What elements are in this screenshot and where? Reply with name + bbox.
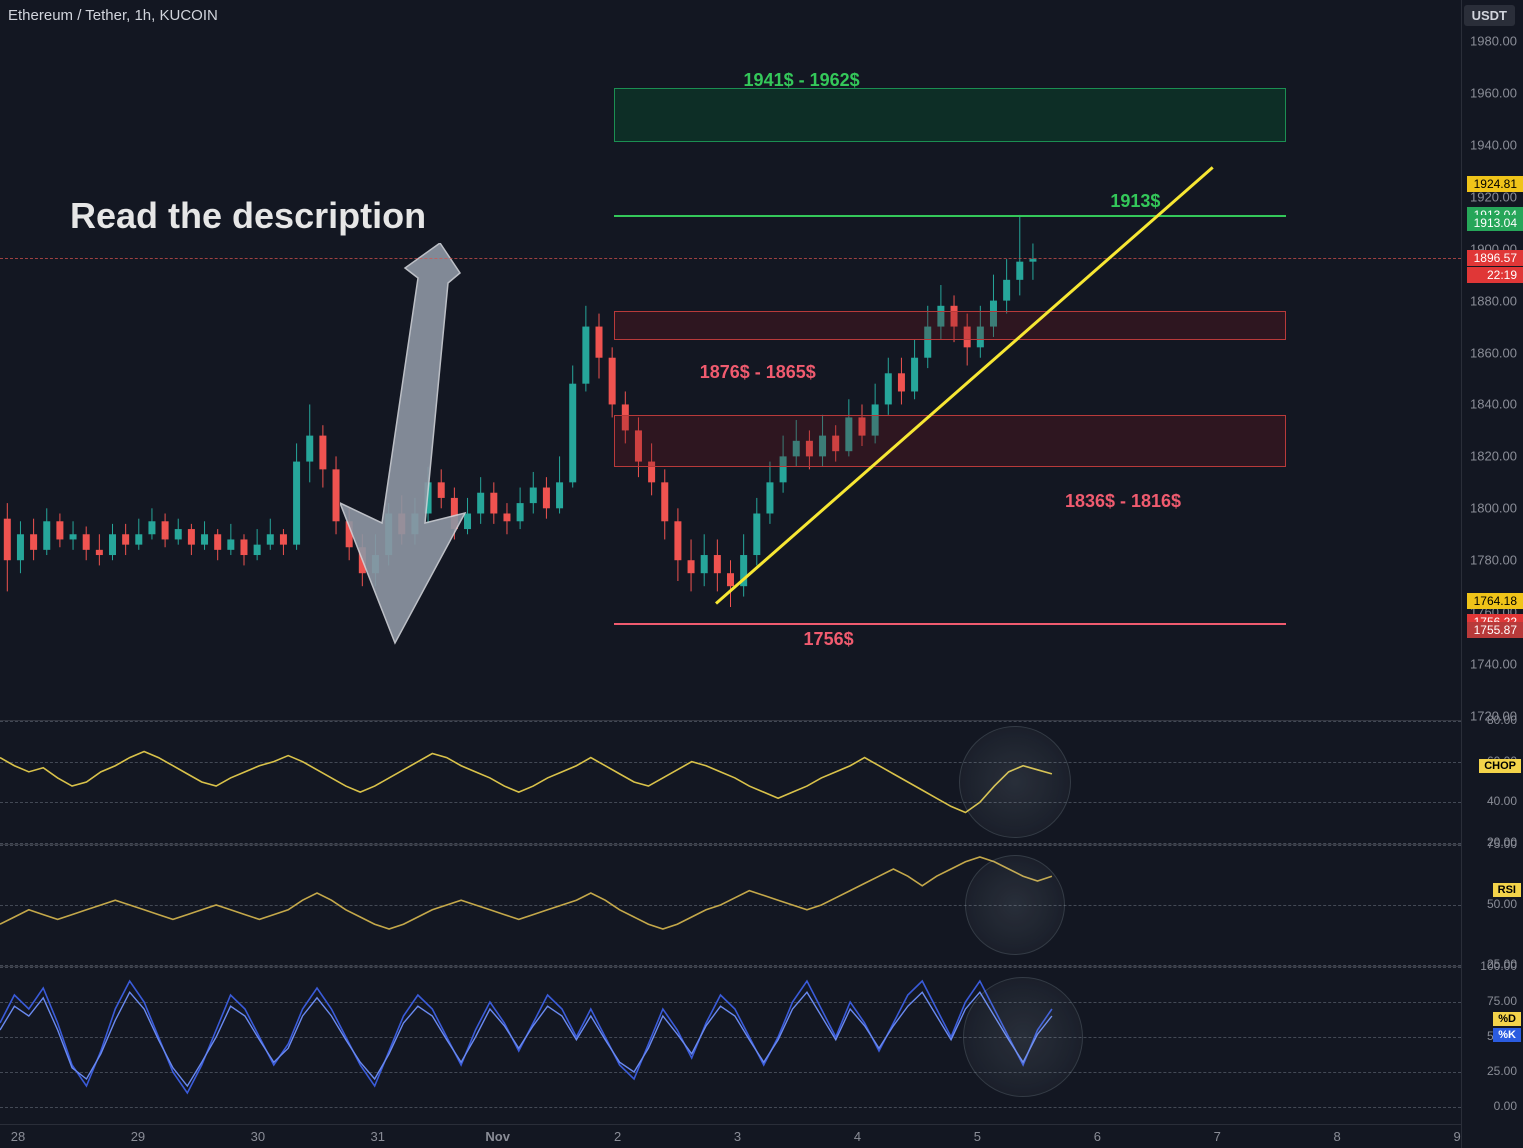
price-tick: 1860.00: [1470, 345, 1517, 360]
time-tick: 29: [131, 1129, 145, 1144]
time-tick: 5: [974, 1129, 981, 1144]
price-chart-pane[interactable]: Read the description 1941$ - 1962$ 1876$ …: [0, 28, 1461, 716]
time-axis: 28 29 30 31 Nov 2 3 4 5 6 7 8 9: [0, 1124, 1461, 1148]
time-tick: 28: [11, 1129, 25, 1144]
indicator-tick: 100.00: [1480, 959, 1517, 973]
price-tag: 1913.04: [1467, 215, 1523, 231]
indicator-tick: 75.00: [1487, 837, 1517, 851]
price-zone: [614, 415, 1286, 467]
price-tick: 1960.00: [1470, 85, 1517, 100]
price-tick: 1840.00: [1470, 397, 1517, 412]
indicator-tick: 75.00: [1487, 994, 1517, 1008]
indicator-tick: 80.00: [1487, 713, 1517, 727]
highlight-circle: [965, 855, 1065, 955]
indicator-pane-rsi[interactable]: [0, 844, 1461, 964]
indicator-badge: %D: [1493, 1012, 1521, 1026]
arrow-annotation: [340, 243, 500, 658]
indicator-badge: %K: [1493, 1028, 1521, 1042]
line-label: 1913$: [1110, 191, 1160, 212]
price-tick: 1800.00: [1470, 501, 1517, 516]
time-tick: 30: [251, 1129, 265, 1144]
indicator-pane-chop[interactable]: [0, 720, 1461, 842]
time-tick: 2: [614, 1129, 621, 1144]
time-tick: Nov: [485, 1129, 510, 1144]
price-tick: 1940.00: [1470, 137, 1517, 152]
price-tag: 1924.81: [1467, 176, 1523, 192]
time-tick: 6: [1094, 1129, 1101, 1144]
symbol-label: Ethereum / Tether, 1h, KUCOIN: [8, 7, 218, 24]
price-tag: 1896.57: [1467, 250, 1523, 266]
indicator-tick: 0.00: [1494, 1099, 1517, 1113]
indicator-pane-%d[interactable]: [0, 966, 1461, 1106]
time-tick: 3: [734, 1129, 741, 1144]
indicator-badge: CHOP: [1479, 759, 1521, 773]
time-tick: 31: [371, 1129, 385, 1144]
price-tick: 1780.00: [1470, 553, 1517, 568]
time-tick: 7: [1214, 1129, 1221, 1144]
chart-header: Ethereum / Tether, 1h, KUCOIN USDT: [0, 0, 1523, 30]
zone-label: 1876$ - 1865$: [700, 362, 816, 383]
indicator-tick: 50.00: [1487, 897, 1517, 911]
price-tick: 1980.00: [1470, 33, 1517, 48]
time-tick: 9: [1453, 1129, 1460, 1144]
price-zone: [614, 311, 1286, 340]
price-tick: 1820.00: [1470, 449, 1517, 464]
zone-label: 1836$ - 1816$: [1065, 491, 1181, 512]
price-tag: 1755.87: [1467, 622, 1523, 638]
indicator-tick: 25.00: [1487, 1064, 1517, 1078]
price-tick: 1740.00: [1470, 657, 1517, 672]
description-annotation: Read the description: [70, 195, 426, 237]
highlight-circle: [959, 726, 1071, 838]
horizontal-line: [614, 215, 1286, 217]
indicator-tick: 40.00: [1487, 794, 1517, 808]
time-tick: 8: [1334, 1129, 1341, 1144]
horizontal-line: [614, 623, 1286, 625]
chart-container: Ethereum / Tether, 1h, KUCOIN USDT Read …: [0, 0, 1523, 1148]
price-zone: [614, 88, 1286, 143]
line-label: 1756$: [804, 629, 854, 650]
zone-label: 1941$ - 1962$: [744, 70, 860, 91]
highlight-circle: [963, 977, 1083, 1097]
price-tick: 1880.00: [1470, 293, 1517, 308]
current-price-line: [0, 258, 1461, 259]
time-tick: 4: [854, 1129, 861, 1144]
price-tag: 1764.18: [1467, 593, 1523, 609]
price-tag: 22:19: [1467, 267, 1523, 283]
price-axis: 1980.001960.001940.001920.001900.001880.…: [1461, 0, 1523, 1148]
indicator-badge: RSI: [1493, 883, 1521, 897]
